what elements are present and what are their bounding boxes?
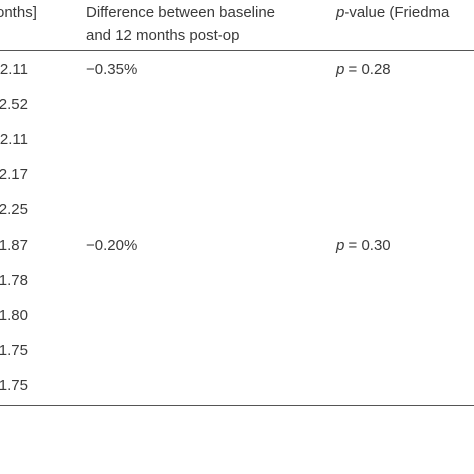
italic-text: p [336, 4, 345, 21]
value-cell: 2.11 [0, 61, 28, 78]
header-cell: and 12 months post-op [86, 27, 240, 44]
header-cell: onths] [0, 4, 37, 21]
bottom-rule [0, 405, 474, 406]
value-cell: 2.17 [0, 166, 28, 184]
p-value-cell: p = 0.30 [336, 237, 391, 255]
header-rule [0, 50, 474, 51]
value-cell: 1.78 [0, 271, 28, 289]
value-cell: 2.11 [0, 131, 28, 149]
text: -value (Friedma [344, 4, 450, 21]
value-cell: 1.80 [0, 306, 28, 324]
diff-cell: −0.35% [86, 61, 138, 78]
italic-text: p [336, 236, 345, 254]
value-cell: 1.75 [0, 376, 28, 394]
value-cell: 2.25 [0, 201, 28, 219]
italic-text: p [336, 61, 345, 78]
text: = 0.28 [344, 61, 391, 78]
header-cell: p-value (Friedma [336, 4, 449, 22]
header-cell: Difference between baseline [86, 4, 276, 21]
value-cell: 2.52 [0, 96, 28, 114]
p-value-cell: p = 0.28 [336, 61, 391, 79]
value-cell: 1.87 [0, 236, 28, 254]
value-cell: 1.75 [0, 341, 28, 359]
text: = 0.30 [344, 236, 391, 254]
diff-cell: −0.20% [86, 236, 138, 254]
